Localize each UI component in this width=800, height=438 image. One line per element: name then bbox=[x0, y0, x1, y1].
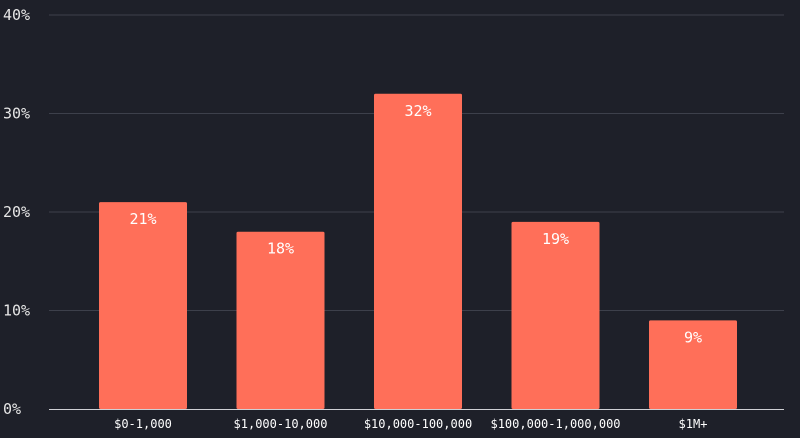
y-tick-label: 30% bbox=[3, 105, 30, 123]
y-axis-tick-labels: 0% 10% 20% 30% 40% bbox=[3, 6, 30, 418]
x-tick-label: $100,000-1,000,000 bbox=[490, 417, 620, 431]
y-tick-label: 40% bbox=[3, 6, 30, 24]
bar-value-label: 18% bbox=[267, 240, 294, 258]
bar bbox=[99, 202, 187, 409]
x-tick-label: $10,000-100,000 bbox=[364, 417, 472, 431]
bar-value-label: 9% bbox=[684, 328, 702, 346]
x-axis-tick-labels: $0-1,000 $1,000-10,000 $10,000-100,000 $100… bbox=[114, 417, 707, 431]
bars bbox=[99, 93, 737, 410]
bar bbox=[374, 93, 462, 410]
x-tick-label: $0-1,000 bbox=[114, 417, 172, 431]
bar-value-label: 32% bbox=[404, 102, 431, 120]
bar bbox=[649, 320, 737, 409]
data-labels: 21% 18% 32% 19% 9% bbox=[129, 102, 702, 347]
y-tick-label: 20% bbox=[3, 203, 30, 221]
bar-value-label: 21% bbox=[129, 210, 156, 228]
bar-value-label: 19% bbox=[542, 230, 569, 248]
x-tick-label: $1M+ bbox=[679, 417, 708, 431]
bar bbox=[236, 231, 325, 409]
y-tick-label: 10% bbox=[3, 302, 30, 320]
bar bbox=[511, 221, 600, 409]
x-tick-label: $1,000-10,000 bbox=[234, 417, 328, 431]
y-tick-label: 0% bbox=[3, 400, 21, 418]
